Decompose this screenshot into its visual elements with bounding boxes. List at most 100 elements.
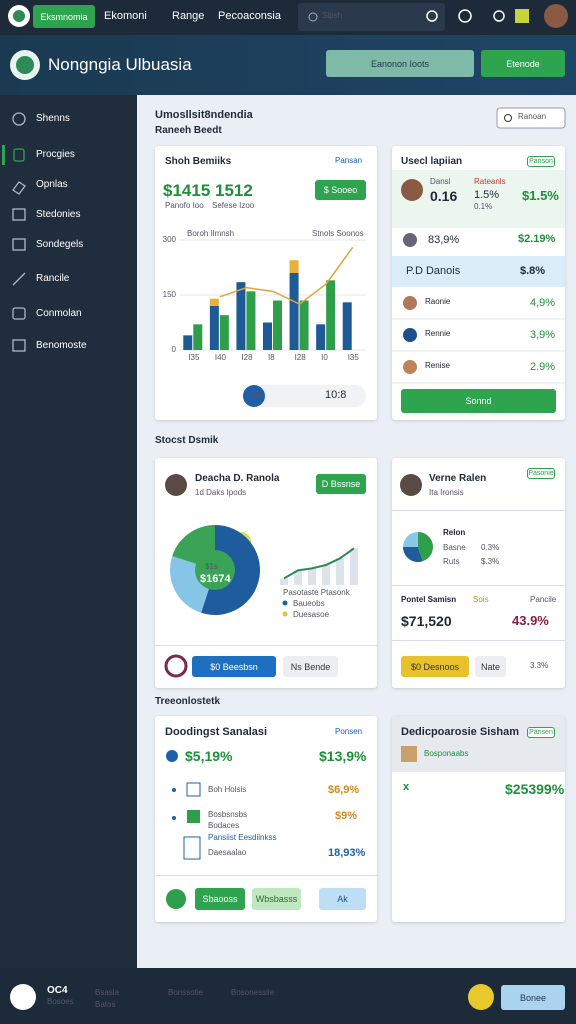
button[interactable]: D Bssnse <box>316 474 366 494</box>
card-list-rows-2-2: 18,93% <box>328 847 366 859</box>
sidebar-items-4: Sondegels <box>36 239 84 250</box>
bar-stack <box>209 298 219 306</box>
page-title: Umosllsit8ndendia <box>155 109 253 121</box>
card-person2-legend-0-1: 0.3% <box>481 543 500 552</box>
bullet <box>172 788 176 792</box>
y-tick-label: 300 <box>162 235 176 244</box>
area-column <box>336 558 344 585</box>
bar <box>316 324 326 350</box>
area-column <box>294 570 302 585</box>
card-table-rows-4-1: 2.9% <box>530 361 556 373</box>
divider <box>392 510 565 511</box>
bottom-bar-brand: OC4 <box>47 985 68 996</box>
button[interactable]: $0 Beesbsn <box>192 656 276 677</box>
y-tick-label: 150 <box>162 290 176 299</box>
nav-icon <box>12 208 26 221</box>
button[interactable]: Panson <box>527 156 555 167</box>
card-table-rows-3-1: 3,9% <box>530 329 556 341</box>
card-summary-amount: $1415 1512 <box>163 181 253 200</box>
row-icon <box>403 233 417 247</box>
area-column <box>308 568 316 585</box>
bell-icon[interactable] <box>493 10 505 22</box>
page-subtitle: Raneeh Beedt <box>155 125 222 136</box>
sidebar <box>0 95 137 968</box>
area-column <box>350 548 358 585</box>
button[interactable]: Pasonie <box>527 468 555 479</box>
row-icon <box>401 746 417 762</box>
card-table-rows-2-1: 4,9% <box>530 297 556 309</box>
row-icon <box>183 836 201 860</box>
check-icon[interactable] <box>166 889 186 909</box>
section1: Stocst Dsmik <box>155 435 219 446</box>
bar <box>342 302 352 350</box>
sidebar-items-1: Procgies <box>36 149 75 160</box>
bar-stack <box>289 260 299 273</box>
filter-button[interactable] <box>496 107 566 129</box>
sidebar-items-0: Shenns <box>36 113 70 124</box>
badge-icon[interactable] <box>515 9 529 23</box>
x-tick-label: I28 <box>241 353 253 362</box>
card-summary-captions-1: Sefese Izoo <box>212 201 255 210</box>
button[interactable]: Sbaooss <box>195 888 245 910</box>
toggle[interactable] <box>243 385 366 407</box>
card-person2-stat-label: Pontel Samisn <box>401 595 457 604</box>
section2: Treeonlostetk <box>155 696 221 707</box>
search-icon[interactable] <box>426 10 438 22</box>
bar <box>209 306 219 350</box>
avatar[interactable] <box>544 4 568 28</box>
button[interactable]: Etenode <box>481 50 565 77</box>
card-list-rows-0-1: $6,9% <box>328 784 360 796</box>
bar <box>183 335 193 350</box>
bullet <box>172 816 176 820</box>
x-tick-label: I28 <box>294 353 306 362</box>
legend-entry: Boroh Ilmnsh <box>187 229 235 238</box>
card-table-head-delta: 1.5% <box>474 189 500 201</box>
card-table-head-delta-label: Rateanls <box>474 177 506 186</box>
card-table-rows-4-0: Renise <box>425 361 450 370</box>
card-person2 <box>392 458 565 688</box>
toggle-knob[interactable] <box>243 385 265 407</box>
button[interactable]: Eanonon Ioots <box>326 50 474 77</box>
pie-hole <box>195 550 235 590</box>
legend-dot <box>282 611 288 617</box>
button[interactable]: $ Sooeo <box>315 180 366 200</box>
button[interactable]: Sonnd <box>401 389 556 413</box>
nav-icon <box>13 148 25 162</box>
bar <box>263 322 272 350</box>
nav-icon <box>12 307 26 320</box>
trend-line <box>219 246 354 306</box>
top-search-box[interactable] <box>298 3 445 31</box>
button[interactable]: Wbsbasss <box>252 888 301 910</box>
card-summary-toggle-left: Sire <box>250 391 265 400</box>
button[interactable]: $0 Desnoos <box>401 656 469 677</box>
top-bar <box>0 0 576 35</box>
sidebar-items-2: Opnlas <box>36 179 68 190</box>
card-summary-toggle-right: 10:8 <box>325 389 347 401</box>
card-summary-captions-0: Panofo Ioo <box>165 201 204 210</box>
footer-icon[interactable] <box>468 984 494 1010</box>
button[interactable]: Nate <box>475 656 506 677</box>
button[interactable]: Pansen <box>527 727 555 738</box>
avatar <box>403 360 417 374</box>
button[interactable]: Bonee <box>501 985 565 1010</box>
button[interactable]: Ns Bende <box>283 656 338 677</box>
card-list-rows-0-0: Boh Holsis <box>208 785 247 794</box>
button[interactable]: Eksmnomia <box>33 5 95 28</box>
ring-icon <box>164 654 188 678</box>
card-list-link: Ponsen <box>335 727 363 736</box>
table-highlight <box>392 256 565 287</box>
card-summary-link: Pansan <box>335 156 363 165</box>
card-side-link: Bosponaabs <box>424 749 469 758</box>
top-bar-tabs-2: Range <box>172 10 205 22</box>
button[interactable]: Ak <box>319 888 366 910</box>
area-column <box>322 565 330 585</box>
chat-icon[interactable] <box>458 9 472 23</box>
card-person2-legend-1-1: $.3% <box>481 557 500 566</box>
avatar <box>401 179 423 201</box>
divider <box>392 585 565 586</box>
card-person-name: Deacha D. Ranola <box>195 473 280 484</box>
card-table-rows-2-0: Raonie <box>425 297 451 306</box>
area-line <box>283 547 355 580</box>
header <box>0 35 576 95</box>
